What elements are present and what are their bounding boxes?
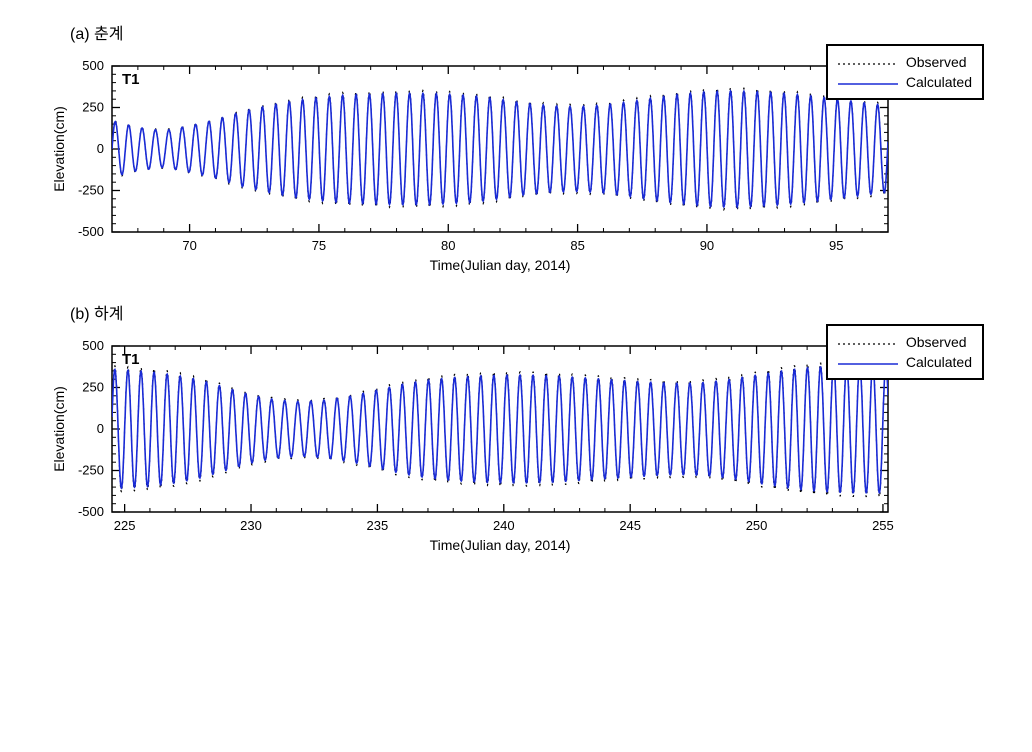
svg-text:500: 500: [82, 338, 104, 353]
svg-text:245: 245: [619, 518, 641, 533]
svg-text:90: 90: [700, 238, 714, 253]
svg-text:85: 85: [570, 238, 584, 253]
x-axis-label: Time(Julian day, 2014): [430, 537, 571, 553]
chart-block-b: Observed Calculated -500 -250 0 250 500 225 230 2…: [40, 330, 992, 560]
panel-label-a: (a) 춘계: [70, 20, 992, 44]
svg-text:-500: -500: [78, 504, 104, 519]
svg-text:0: 0: [97, 421, 104, 436]
x-axis-label: Time(Julian day, 2014): [430, 257, 571, 273]
svg-text:230: 230: [240, 518, 262, 533]
legend-item-observed: Observed: [838, 332, 972, 352]
svg-text:235: 235: [367, 518, 389, 533]
svg-text:250: 250: [746, 518, 768, 533]
legend-label-calculated: Calculated: [906, 74, 972, 90]
legend-label-observed: Observed: [906, 334, 967, 350]
svg-text:250: 250: [82, 380, 104, 395]
legend-item-calculated: Calculated: [838, 72, 972, 92]
svg-text:95: 95: [829, 238, 843, 253]
svg-text:-250: -250: [78, 463, 104, 478]
svg-text:250: 250: [82, 100, 104, 115]
legend: Observed Calculated: [826, 324, 984, 380]
svg-text:80: 80: [441, 238, 455, 253]
panel-label-b: (b) 하계: [70, 300, 992, 324]
legend-label-observed: Observed: [906, 54, 967, 70]
legend-item-calculated: Calculated: [838, 352, 972, 372]
svg-text:75: 75: [312, 238, 326, 253]
svg-text:0: 0: [97, 141, 104, 156]
svg-text:70: 70: [182, 238, 196, 253]
y-axis-label: Elevation(cm): [51, 386, 67, 472]
svg-text:-500: -500: [78, 224, 104, 239]
svg-text:240: 240: [493, 518, 515, 533]
y-axis-label: Elevation(cm): [51, 106, 67, 192]
legend: Observed Calculated: [826, 44, 984, 100]
svg-text:255: 255: [872, 518, 894, 533]
svg-text:-250: -250: [78, 183, 104, 198]
svg-text:225: 225: [114, 518, 136, 533]
legend-label-calculated: Calculated: [906, 354, 972, 370]
svg-text:500: 500: [82, 58, 104, 73]
chart-panel-a: -500 -250 0 250 500 70 75 80 85 90 95 Elevation(cm)…: [40, 50, 900, 280]
inset-label: T1: [122, 351, 140, 368]
inset-label: T1: [122, 71, 140, 88]
legend-item-observed: Observed: [838, 52, 972, 72]
chart-block-a: Observed Calculated -500 -250 0 250 500 70 75 80 8…: [40, 50, 992, 280]
chart-panel-b: -500 -250 0 250 500 225 230 235 240 245 250 255 Elev…: [40, 330, 900, 560]
